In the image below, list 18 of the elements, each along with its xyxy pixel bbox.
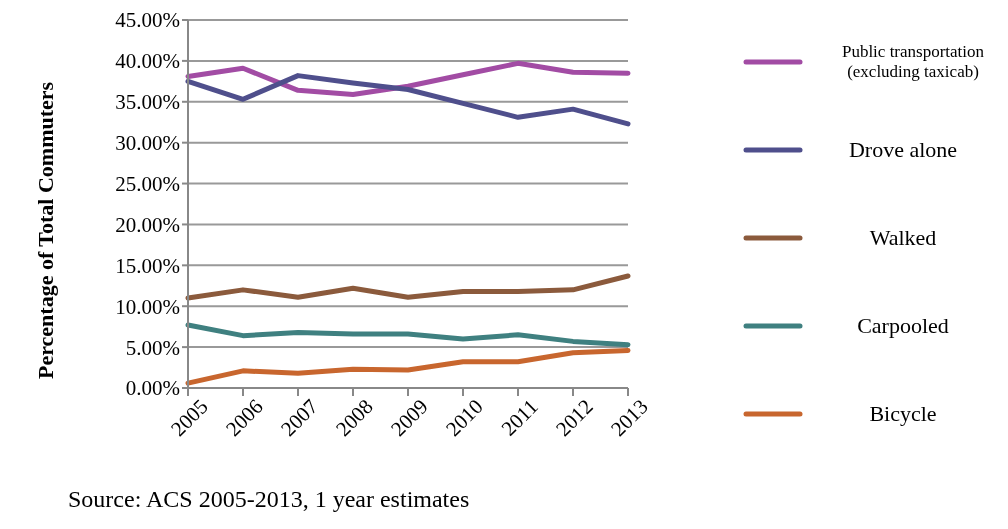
legend-label: Drove alone — [847, 136, 959, 164]
y-tick-label: 0.00% — [125, 376, 180, 401]
text: Carpooled — [856, 312, 950, 340]
y-tick-label: 25.00% — [115, 172, 180, 197]
y-tick-label: 30.00% — [115, 131, 180, 156]
y-tick-label: 5.00% — [125, 335, 180, 360]
x-tick-label: 2011 — [496, 394, 543, 441]
y-tick-label: 15.00% — [115, 253, 180, 278]
y-tick-label: 10.00% — [115, 294, 180, 319]
y-tick-label: 35.00% — [115, 90, 180, 115]
y-tick-label: 40.00% — [115, 49, 180, 74]
y-tick-label: 20.00% — [115, 212, 180, 237]
y-tick-label: 45.00% — [115, 8, 180, 33]
text: Walked — [868, 224, 938, 252]
text: Bicycle — [868, 400, 938, 428]
text: Public transportation (excluding taxicab) — [840, 41, 986, 83]
y-axis-title: Percentage of Total Commuters — [32, 81, 58, 379]
source-note: Source: ACS 2005-2013, 1 year estimates — [68, 486, 470, 513]
